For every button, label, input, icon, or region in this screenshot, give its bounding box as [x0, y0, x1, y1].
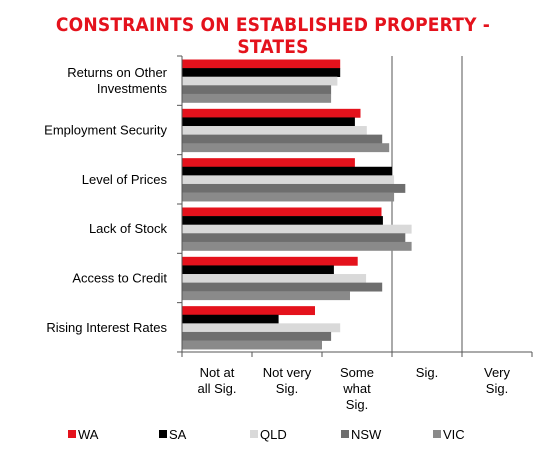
category-label: Employment Security [44, 123, 167, 138]
chart-title: CONSTRAINTS ON ESTABLISHED PROPERTY - ST… [55, 14, 491, 58]
bar-nsw [182, 183, 406, 193]
category-labels: Returns on Other Investments Employment Se… [44, 65, 167, 335]
legend-label-nsw: NSW [351, 427, 382, 442]
bar-qld [182, 224, 412, 234]
bar-wa [182, 158, 355, 168]
legend: WA SA QLD NSW VIC [68, 427, 465, 442]
legend-swatch-vic [433, 430, 441, 438]
bar-sa [182, 216, 383, 225]
bar-wa [182, 108, 361, 118]
category-label: Returns on Other Investments [67, 65, 167, 96]
bar-wa [182, 306, 315, 316]
x-tick-label: Some what Sig. [340, 365, 374, 412]
x-tick-label: Sig. [416, 365, 438, 380]
bar-nsw [182, 331, 332, 341]
category-label: Access to Credit [72, 271, 167, 286]
bar-sa [182, 68, 341, 77]
bar-sa [182, 166, 392, 176]
bar-vic [182, 291, 350, 301]
bar-vic [182, 241, 412, 251]
x-tick-label: Very Sig. [484, 365, 511, 396]
legend-swatch-nsw [341, 430, 349, 438]
bar-nsw [182, 233, 406, 243]
category-label: Rising Interest Rates [46, 320, 167, 335]
bar-vic [182, 192, 395, 202]
bar-sa [182, 314, 279, 324]
bar-nsw [182, 282, 383, 292]
bar-qld [182, 323, 341, 333]
bar-qld [182, 175, 395, 185]
bar-vic [182, 340, 322, 350]
bar-qld [182, 126, 367, 135]
category-label: Lack of Stock [89, 221, 168, 236]
bar-qld [182, 76, 338, 86]
bar-qld [182, 274, 367, 283]
legend-label-wa: WA [78, 427, 99, 442]
bar-nsw [182, 85, 332, 95]
legend-swatch-wa [68, 430, 76, 438]
legend-label-vic: VIC [443, 427, 465, 442]
x-tick-labels: Not at all Sig. Not very Sig. Some what Sig. Si… [197, 365, 510, 412]
x-tick-label: Not very Sig. [263, 365, 312, 396]
bar-sa [182, 265, 334, 275]
axes [177, 55, 533, 357]
legend-label-sa: SA [169, 427, 187, 442]
bar-wa [182, 256, 358, 266]
bar-vic [182, 143, 390, 153]
gridlines [391, 56, 463, 352]
x-tick-label: Not at all Sig. [197, 365, 236, 396]
bar-vic [182, 93, 332, 103]
bar-sa [182, 117, 355, 127]
bar-wa [182, 207, 382, 217]
bars [182, 59, 412, 350]
legend-swatch-qld [250, 430, 258, 438]
bar-nsw [182, 134, 383, 144]
category-label: Level of Prices [82, 172, 168, 187]
legend-label-qld: QLD [260, 427, 287, 442]
bar-wa [182, 59, 341, 69]
legend-swatch-sa [159, 430, 167, 438]
